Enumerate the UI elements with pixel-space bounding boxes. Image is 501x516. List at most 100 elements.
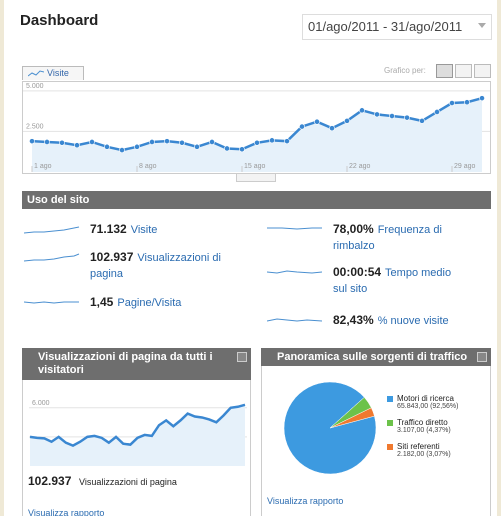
data-point xyxy=(29,138,35,145)
metric-label[interactable]: Visualizzazioni di pagina xyxy=(90,252,221,280)
data-point xyxy=(164,138,170,145)
data-point xyxy=(44,139,50,145)
widget-title: Panoramica sulle sorgenti di traffico xyxy=(261,348,491,366)
usage-item: 82,43%% nuove visite xyxy=(333,312,458,329)
sparkline xyxy=(24,226,80,234)
data-point xyxy=(179,139,185,146)
total-label: Visualizzazioni di pagina xyxy=(79,477,177,487)
metric-label[interactable]: Frequenza di rimbalzo xyxy=(333,224,442,252)
report-link[interactable]: Visualizza rapporto xyxy=(267,496,344,506)
tab-label[interactable]: Visite xyxy=(47,68,69,78)
sparkline-line xyxy=(267,227,322,230)
metric-label[interactable]: Tempo medio sul sito xyxy=(333,267,452,295)
sparkline xyxy=(267,227,322,230)
data-point xyxy=(374,111,380,118)
date-range[interactable]: 01/ago/2011 - 31/ago/2011 xyxy=(308,19,463,34)
chart-by-label: Grafico per: xyxy=(384,66,426,75)
data-point xyxy=(89,139,95,145)
section-header: Uso del sito xyxy=(22,191,491,209)
x-tick-label: 15 ago xyxy=(244,163,266,170)
usage-item: 78,00% Frequenza di rimbalzo xyxy=(333,221,458,254)
data-point xyxy=(434,109,440,115)
data-point xyxy=(404,114,410,121)
view-day-button[interactable] xyxy=(436,64,453,78)
view-week-button[interactable] xyxy=(455,64,472,78)
pageviews-chart: 6.0003.000 xyxy=(29,400,247,466)
tab-icon xyxy=(28,70,44,77)
data-point xyxy=(224,145,230,152)
x-tick-label: 8 ago xyxy=(139,163,157,170)
legend-label: Siti referenti xyxy=(397,442,440,451)
usage-item: 1,45 Pagine/Visita xyxy=(90,294,240,311)
close-button[interactable] xyxy=(237,352,247,362)
data-point xyxy=(239,146,245,153)
data-point xyxy=(74,142,80,149)
metric-label[interactable]: Visite xyxy=(130,224,158,236)
y-tick-label: 2.500 xyxy=(26,123,44,130)
usage-item: 102.937 Visualizzazioni di pagina xyxy=(90,249,240,282)
data-point xyxy=(419,117,425,124)
data-point xyxy=(464,99,470,106)
view-month-button[interactable] xyxy=(474,64,491,78)
chart-resize-handle[interactable] xyxy=(236,173,276,182)
data-point xyxy=(149,139,155,145)
data-point xyxy=(134,143,140,150)
data-point xyxy=(314,118,320,125)
data-point xyxy=(389,113,395,119)
data-point xyxy=(449,100,455,106)
data-point xyxy=(269,137,275,144)
metric-label[interactable]: % nuove visite xyxy=(377,315,449,327)
metric-tab[interactable]: Visite xyxy=(22,66,84,80)
sparkline-line xyxy=(24,226,80,234)
pie-slice xyxy=(329,407,375,429)
area-fill xyxy=(32,98,482,172)
y-tick-label: 6.000 xyxy=(32,400,50,407)
sparkline xyxy=(267,270,323,274)
x-tick-label: 29 ago xyxy=(454,163,476,170)
data-point xyxy=(119,147,125,153)
legend-swatch xyxy=(387,396,393,402)
x-tick-label: 22 ago xyxy=(349,163,371,170)
legend-value: 3.107,00 (4,37%) xyxy=(397,427,451,434)
area-fill xyxy=(30,404,245,466)
visits-chart: 5.000 2.500 1 ago 8 ago 15 ago 22 ago 29 ago xyxy=(22,81,491,174)
sparkline xyxy=(24,301,79,304)
data-line xyxy=(29,403,246,447)
sparkline-line xyxy=(24,253,80,262)
data-point xyxy=(359,107,365,114)
legend-value: 2.182,00 (3,07%) xyxy=(397,451,451,458)
metric-label[interactable]: Pagine/Visita xyxy=(117,297,182,309)
legend-value: 65.843,00 (92,56%) xyxy=(397,403,459,410)
metric-value: 78,00% xyxy=(333,222,374,236)
total-value: 102.937 xyxy=(28,474,72,488)
sparkline-line xyxy=(24,301,79,304)
data-point xyxy=(284,138,290,145)
legend-label: Traffico diretto xyxy=(397,418,448,427)
data-point xyxy=(194,143,200,150)
sparkline xyxy=(24,253,80,262)
data-point xyxy=(299,123,305,130)
data-point xyxy=(209,139,215,145)
data-point xyxy=(329,125,335,132)
widget-title: Visualizzazioni di pagina da tutti i vis… xyxy=(22,348,251,380)
traffic-pie xyxy=(283,381,377,475)
report-link[interactable]: Visualizza rapporto xyxy=(28,508,105,516)
sparkline-line xyxy=(267,270,323,274)
metric-value: 102.937 xyxy=(90,250,134,264)
metric-value: 1,45 xyxy=(90,295,114,309)
usage-item: 00:00:54 Tempo medio sul sito xyxy=(333,264,458,297)
sparkline-line xyxy=(267,318,323,322)
dropdown-arrow[interactable] xyxy=(478,23,486,28)
metric-value: 00:00:54 xyxy=(333,265,382,279)
legend-label: Motori di ricerca xyxy=(397,394,454,403)
close-button[interactable] xyxy=(477,352,487,362)
metric-value: 71.132 xyxy=(90,222,127,236)
data-point xyxy=(104,143,110,150)
page-title: Dashboard xyxy=(20,12,99,29)
date-range-picker[interactable]: 01/ago/2011 - 31/ago/2011 xyxy=(302,14,492,40)
data-point xyxy=(479,95,485,102)
data-point xyxy=(344,117,350,124)
legend-swatch xyxy=(387,444,393,450)
legend-swatch xyxy=(387,420,393,426)
